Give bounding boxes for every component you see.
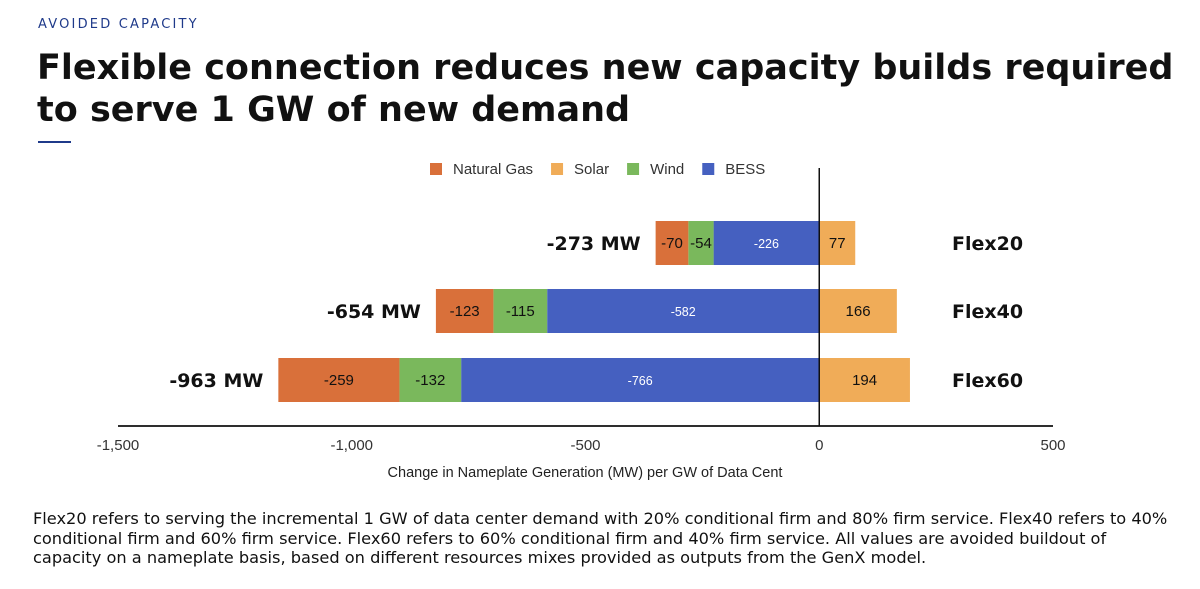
data-label-bess-flex20: -226	[754, 237, 779, 251]
data-label-solar-flex60: 194	[852, 372, 877, 389]
category-label-flex20: Flex20	[952, 233, 1023, 255]
total-label-flex20: -273 MW	[547, 233, 641, 255]
data-label-natural-gas-flex60: -259	[324, 372, 354, 389]
data-label-wind-flex20: -54	[690, 235, 712, 252]
x-tick-label: 0	[815, 437, 823, 454]
page-title: Flexible connection reduces new capacity…	[37, 48, 1174, 130]
stacked-bar-chart: Natural Gas Solar Wind BESS -226 -54 -70 77 -273…	[97, 161, 1066, 481]
bar-segment-wind-flex20	[688, 221, 714, 265]
bar-segment-natural-gas-flex40	[435, 289, 494, 333]
data-label-bess-flex60: -766	[628, 374, 653, 388]
data-label-natural-gas-flex20: -70	[661, 235, 683, 252]
legend-swatch-natural-gas	[430, 163, 442, 175]
bar-segment-bess-flex40	[547, 289, 820, 333]
title-underline	[38, 141, 71, 143]
legend-label-wind: Wind	[650, 161, 684, 178]
data-label-wind-flex40: -115	[506, 303, 535, 320]
data-label-bess-flex40: -582	[671, 305, 696, 319]
category-label-flex60: Flex60	[952, 370, 1023, 392]
legend-label-natural-gas: Natural Gas	[453, 161, 533, 178]
total-label-flex60: -963 MW	[169, 370, 263, 392]
data-label-solar-flex20: 77	[829, 235, 846, 252]
data-label-wind-flex60: -132	[415, 372, 445, 389]
x-tick-label: -500	[570, 437, 600, 454]
x-axis-title: Change in Nameplate Generation (MW) per …	[388, 465, 783, 481]
bar-segment-solar-flex40	[819, 289, 897, 333]
legend-swatch-wind	[627, 163, 640, 175]
legend-label-solar: Solar	[574, 161, 609, 178]
legend-swatch-solar	[551, 163, 564, 175]
data-label-natural-gas-flex40: -123	[450, 303, 480, 320]
x-tick-label: -1,500	[97, 437, 140, 454]
legend-swatch-bess	[702, 163, 715, 175]
bar-segment-solar-flex60	[819, 358, 910, 402]
bar-segment-bess-flex20	[713, 221, 820, 265]
bar-segment-solar-flex20	[819, 221, 856, 265]
category-label-flex40: Flex40	[952, 301, 1023, 323]
bar-segment-natural-gas-flex60	[278, 358, 400, 402]
bar-segment-bess-flex60	[461, 358, 820, 402]
section-eyebrow: AVOIDED CAPACITY	[38, 17, 199, 32]
bar-segment-wind-flex40	[493, 289, 548, 333]
x-tick-label: 500	[1040, 437, 1065, 454]
x-tick-label: -1,000	[330, 437, 373, 454]
total-label-flex40: -654 MW	[327, 301, 421, 323]
data-label-solar-flex40: 166	[846, 303, 871, 320]
bar-segment-wind-flex60	[399, 358, 462, 402]
footnote: Flex20 refers to serving the incremental…	[33, 509, 1168, 567]
legend-label-bess: BESS	[725, 161, 765, 178]
bar-segment-natural-gas-flex20	[655, 221, 689, 265]
